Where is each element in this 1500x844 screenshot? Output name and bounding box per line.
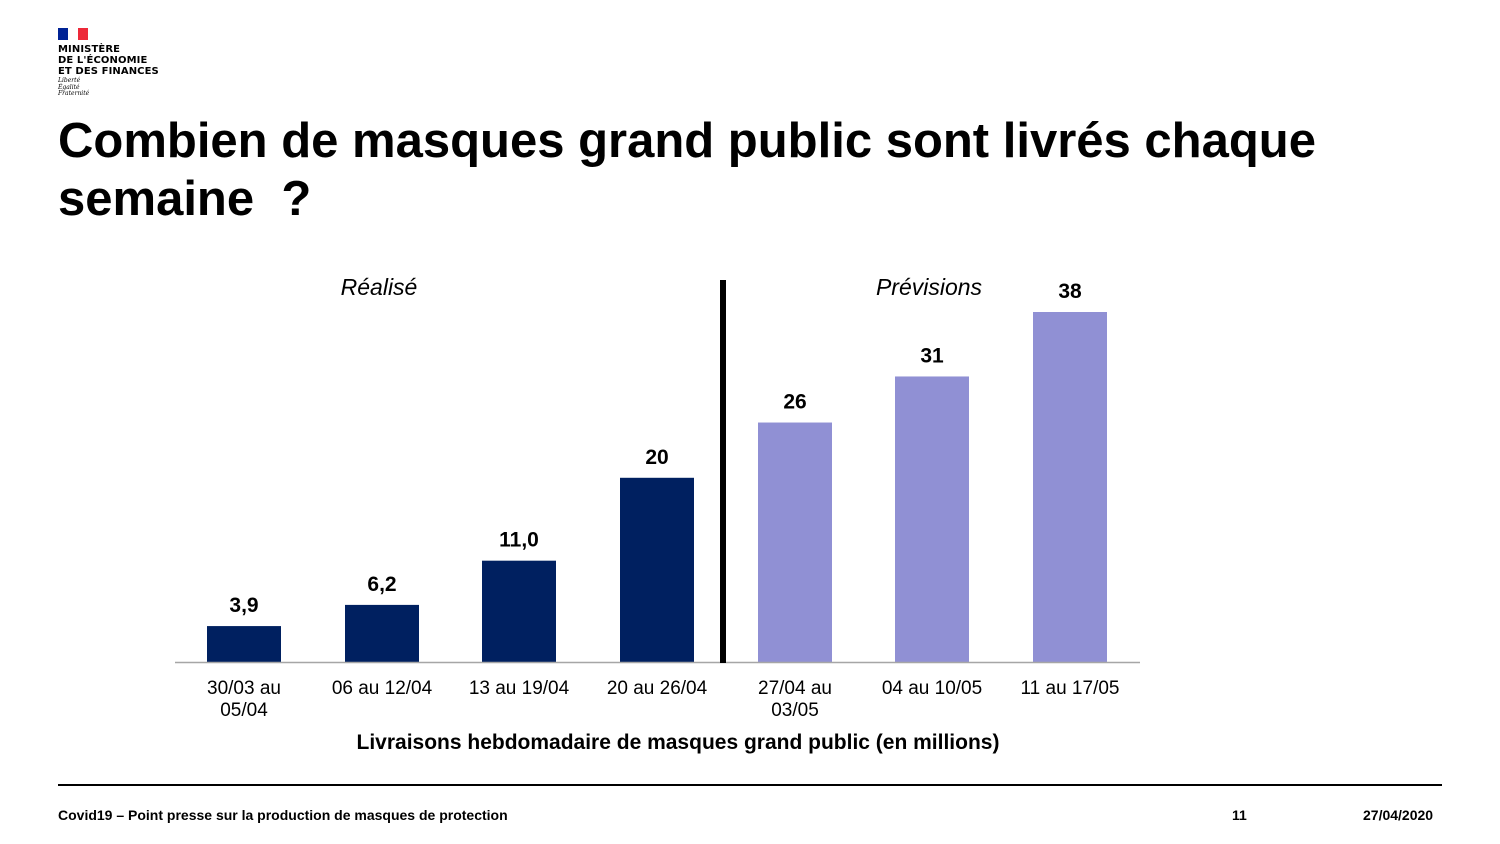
motto-fraternite: Fraternité <box>58 90 90 97</box>
french-flag-icon <box>58 28 88 40</box>
bar-7 <box>1033 312 1107 662</box>
bar-6 <box>895 376 969 662</box>
data-label-4: 20 <box>645 446 668 469</box>
category-label-5-line-2: 03/05 <box>771 700 819 721</box>
data-label-1: 3,9 <box>229 594 258 617</box>
bar-5 <box>758 422 832 662</box>
section-label-realise: Réalisé <box>341 274 418 300</box>
category-label-1-line-2: 05/04 <box>220 700 268 721</box>
category-label-3: 13 au 19/04 <box>469 678 570 699</box>
section-label-previsions: Prévisions <box>876 274 983 300</box>
flag-white-stripe <box>68 28 78 40</box>
data-label-5: 26 <box>783 391 806 414</box>
footer-divider <box>58 784 1442 786</box>
logo-motto: Liberté Égalité Fraternité <box>58 77 178 98</box>
data-label-6: 31 <box>920 344 944 367</box>
category-label-1-line-1: 30/03 au <box>207 678 281 699</box>
category-label-2: 06 au 12/04 <box>332 678 433 699</box>
ministry-logo: MINISTÈRE DE L'ÉCONOMIE ET DES FINANCES … <box>58 28 178 98</box>
logo-line-3: ET DES FINANCES <box>58 66 159 77</box>
motto-liberte: Liberté <box>58 77 81 84</box>
x-axis-title: Livraisons hebdomadaire de masques grand… <box>357 731 1000 754</box>
data-label-7: 38 <box>1058 280 1082 303</box>
category-label-4: 20 au 26/04 <box>607 678 708 699</box>
category-label-6: 04 au 10/05 <box>882 678 982 699</box>
data-label-3: 11,0 <box>499 529 539 552</box>
category-label-5-line-1: 27/04 au <box>758 678 832 699</box>
footer-date: 27/04/2020 <box>1363 807 1434 823</box>
page-title: Combien de masques grand public sont liv… <box>58 114 1330 226</box>
logo-line-2: DE L'ÉCONOMIE <box>58 55 148 66</box>
page-number: 11 <box>1232 807 1247 823</box>
motto-egalite: Égalité <box>58 83 80 91</box>
flag-red-stripe <box>78 28 88 40</box>
bar-3 <box>482 560 556 662</box>
bar-2 <box>345 604 419 662</box>
category-label-7: 11 au 17/05 <box>1021 678 1120 699</box>
data-label-2: 6,2 <box>367 573 396 596</box>
bar-4 <box>620 477 694 662</box>
flag-blue-stripe <box>58 28 68 40</box>
footer-caption: Covid19 – Point presse sur la production… <box>58 807 508 823</box>
logo-line-1: MINISTÈRE <box>58 44 121 55</box>
bar-1 <box>207 626 281 662</box>
